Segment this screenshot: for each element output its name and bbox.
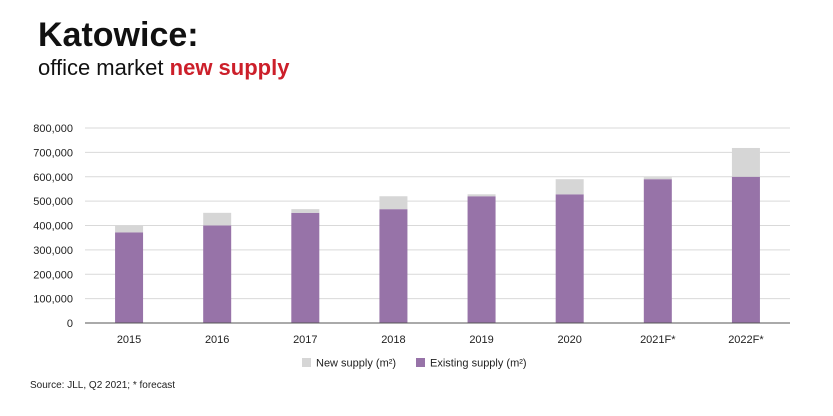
y-tick-label: 400,000 <box>33 221 73 233</box>
x-tick-label: 2016 <box>205 334 229 346</box>
subtitle-accent: new supply <box>169 55 290 80</box>
bar-new-supply <box>203 212 232 226</box>
bar-new-supply <box>731 147 760 177</box>
y-tick-label: 600,000 <box>33 172 73 184</box>
legend-swatch-new-supply <box>302 358 311 367</box>
bar-new-supply <box>291 209 320 213</box>
bar-existing-supply <box>203 225 232 323</box>
x-tick-label: 2021F* <box>640 334 676 346</box>
y-tick-label: 800,000 <box>33 123 73 135</box>
chart-title: Katowice: <box>38 16 199 54</box>
y-tick-label: 0 <box>67 318 73 330</box>
y-tick-label: 300,000 <box>33 245 73 257</box>
subtitle-plain: office market <box>38 55 170 80</box>
bar-existing-supply <box>555 194 584 323</box>
bar-new-supply <box>379 196 408 210</box>
bar-new-supply <box>555 179 584 195</box>
x-tick-label: 2017 <box>293 334 317 346</box>
legend-label-existing-supply: Existing supply (m²) <box>430 358 527 370</box>
bar-new-supply <box>467 194 496 197</box>
x-tick-label: 2019 <box>469 334 493 346</box>
bar-existing-supply <box>115 232 144 323</box>
bar-existing-supply <box>467 196 496 323</box>
bar-existing-supply <box>379 209 408 323</box>
y-tick-label: 100,000 <box>33 294 73 306</box>
bar-existing-supply <box>643 179 672 323</box>
bar-new-supply <box>115 225 144 233</box>
y-tick-label: 500,000 <box>33 196 73 208</box>
y-tick-label: 700,000 <box>33 147 73 159</box>
x-tick-label: 2022F* <box>728 334 764 346</box>
x-tick-label: 2018 <box>381 334 405 346</box>
x-tick-label: 2020 <box>557 334 581 346</box>
chart-subtitle: office market new supply <box>38 55 290 80</box>
x-tick-label: 2015 <box>117 334 141 346</box>
y-tick-label: 200,000 <box>33 269 73 281</box>
bar-new-supply <box>643 177 672 180</box>
legend-label-new-supply: New supply (m²) <box>316 358 396 370</box>
bar-existing-supply <box>731 176 760 323</box>
legend-swatch-existing-supply <box>416 358 425 367</box>
bar-existing-supply <box>291 212 320 323</box>
source-note: Source: JLL, Q2 2021; * forecast <box>30 380 176 391</box>
